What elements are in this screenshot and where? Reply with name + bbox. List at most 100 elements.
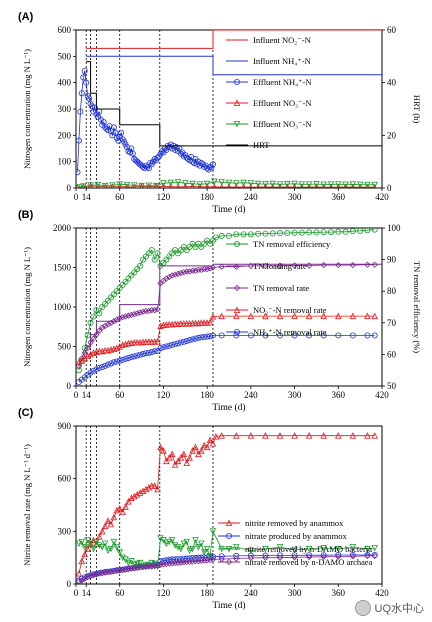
data-point: [198, 334, 205, 341]
data-point: [174, 270, 182, 277]
watermark-text: UQ水中心: [374, 603, 425, 615]
y-tick-label: 900: [58, 421, 72, 431]
data-point: [160, 180, 167, 187]
x-tick-label: 360: [332, 192, 346, 202]
x-axis-label: Time (d): [212, 402, 245, 413]
data-point: [87, 319, 94, 326]
data-point: [116, 567, 123, 574]
series-6: [86, 61, 382, 147]
data-point: [87, 339, 94, 346]
data-point: [270, 183, 275, 188]
y-axis-label: Nitrogen concentration (mg N L⁻¹): [22, 247, 32, 367]
data-point: [84, 573, 91, 581]
data-point: [104, 547, 112, 555]
data-point: [180, 540, 188, 548]
data-point: [247, 312, 255, 320]
data-point: [112, 129, 119, 136]
data-point: [145, 349, 152, 356]
x-tick-label: 14: [82, 192, 92, 202]
data-point: [201, 557, 208, 564]
data-point: [256, 183, 261, 188]
data-point: [145, 307, 153, 315]
y2-axis-label: TN removal efficiency (%): [412, 261, 422, 353]
data-point: [177, 545, 185, 553]
data-point: [225, 179, 233, 187]
data-point: [131, 310, 138, 318]
data-point: [262, 262, 269, 270]
data-point: [125, 312, 132, 319]
legend-label: Effluent NH₄⁺-N: [253, 77, 312, 87]
data-point: [105, 361, 112, 368]
x-tick-label: 240: [244, 192, 258, 202]
data-point: [371, 552, 378, 560]
wechat-logo-icon: [354, 600, 371, 616]
data-point: [131, 492, 138, 500]
data-point: [198, 557, 205, 564]
data-point: [254, 180, 262, 188]
data-point: [90, 335, 97, 342]
data-point: [100, 119, 107, 126]
data-point: [212, 234, 219, 241]
data-point: [247, 547, 255, 555]
data-point: [171, 542, 179, 549]
data-point: [137, 262, 144, 269]
series-1: [76, 432, 378, 577]
data-point: [113, 358, 120, 365]
data-point: [174, 544, 182, 551]
data-point: [102, 183, 108, 188]
data-point: [160, 557, 167, 564]
data-point: [166, 538, 173, 546]
y-tick-label: 0: [67, 579, 72, 589]
data-point: [163, 457, 170, 465]
data-point: [76, 578, 83, 584]
watermark: UQ水中心: [354, 600, 425, 616]
data-point: [364, 261, 371, 268]
data-point: [80, 74, 87, 81]
data-point: [160, 182, 166, 188]
data-point: [125, 565, 132, 573]
data-point: [172, 341, 179, 348]
plot-area: [76, 432, 378, 584]
data-point: [163, 560, 170, 568]
data-point: [372, 183, 377, 188]
data-point: [364, 552, 371, 559]
x-tick-label: 0: [74, 588, 79, 598]
data-point: [371, 545, 378, 552]
data-point: [356, 181, 364, 188]
data-point: [134, 564, 141, 572]
data-point: [189, 555, 196, 562]
legend-label: NH₄⁺-N removal rate: [253, 327, 327, 337]
data-point: [240, 179, 247, 187]
x-tick-label: 14: [82, 390, 92, 400]
series-2: [86, 263, 382, 347]
data-point: [83, 79, 90, 86]
data-point: [349, 553, 357, 560]
y2-tick-label: 60: [387, 349, 397, 359]
y2-tick-label: 90: [387, 255, 397, 265]
data-point: [151, 348, 158, 355]
legend-label: Effluent NO₃⁻-N: [253, 119, 312, 129]
data-point: [93, 331, 100, 338]
legend-label: TN loading rate: [253, 261, 307, 271]
data-point: [247, 332, 254, 339]
data-point: [306, 332, 313, 339]
data-point: [76, 363, 83, 370]
data-point: [208, 164, 215, 171]
x-tick-label: 120: [157, 588, 171, 598]
data-point: [106, 123, 113, 130]
data-point: [174, 340, 181, 347]
series-2: [86, 55, 382, 76]
data-point: [186, 547, 193, 555]
data-point: [186, 157, 193, 164]
x-tick-label: 240: [244, 390, 258, 400]
data-point: [335, 432, 342, 439]
data-point: [371, 551, 378, 558]
data-point: [357, 228, 364, 234]
data-point: [107, 319, 115, 326]
y2-tick-label: 20: [387, 130, 397, 140]
data-point: [186, 337, 193, 344]
data-point: [128, 145, 135, 152]
x-tick-label: 120: [157, 390, 171, 400]
data-point: [128, 311, 135, 319]
data-point: [168, 183, 174, 188]
